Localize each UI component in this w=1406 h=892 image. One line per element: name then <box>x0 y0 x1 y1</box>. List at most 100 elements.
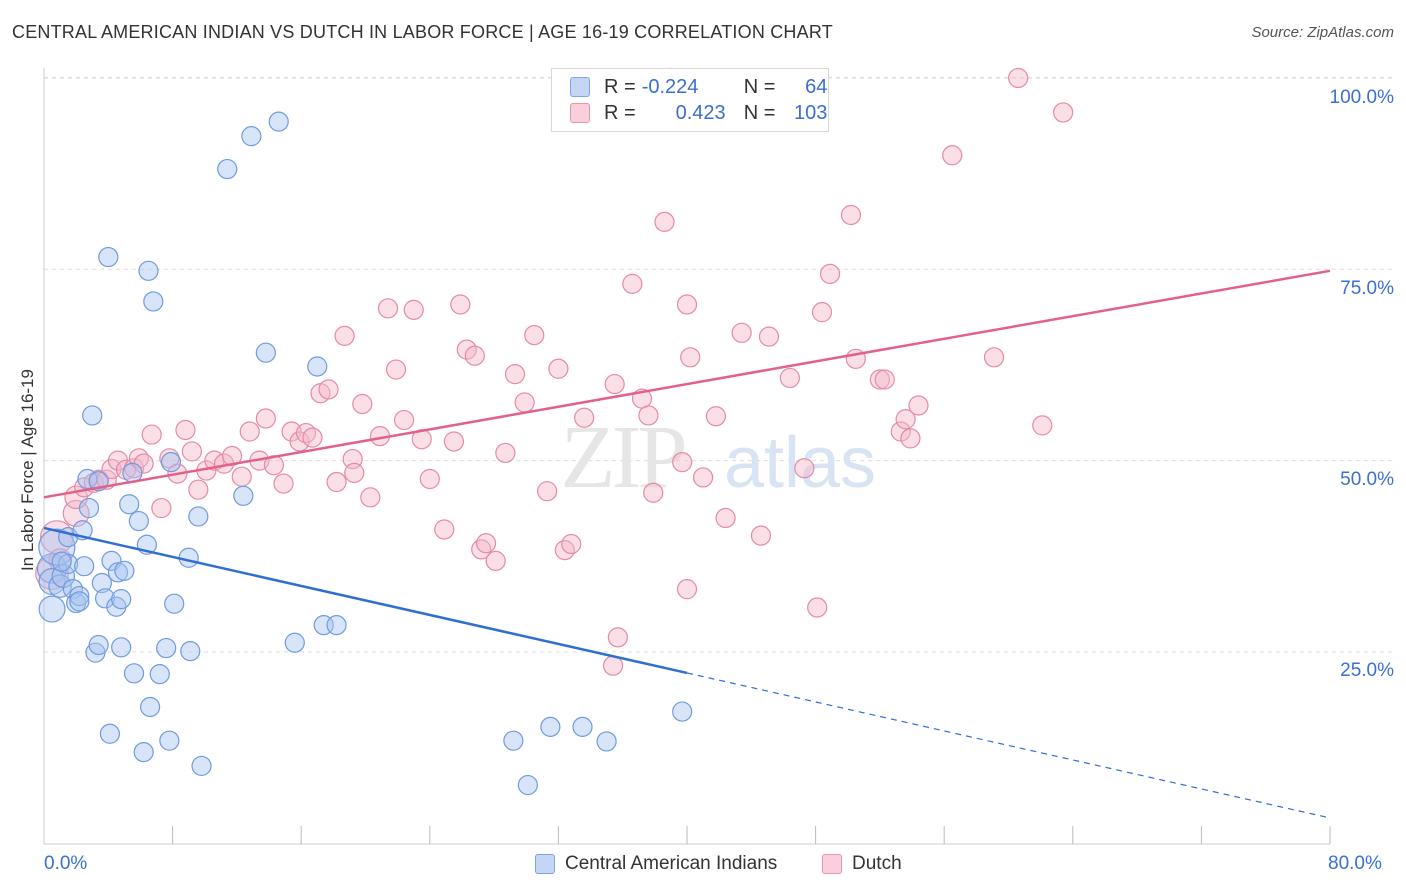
dutch-point <box>869 369 891 390</box>
dutch-point <box>334 325 355 346</box>
dutch-point <box>141 424 162 445</box>
legend-n-label: N = <box>743 75 776 98</box>
dutch-point <box>643 482 664 503</box>
dutch-point <box>607 627 628 648</box>
dutch-point <box>495 442 516 464</box>
dutch-point <box>456 339 477 360</box>
dutch-point <box>672 452 693 473</box>
dutch-point <box>779 367 800 389</box>
central-american-indians-point <box>156 637 177 659</box>
central-american-indians-point <box>98 246 119 268</box>
legend-r-label: R = <box>604 101 636 124</box>
dutch-point <box>758 326 780 347</box>
central-american-indians-point <box>94 588 116 609</box>
dutch-point <box>385 359 407 380</box>
dutch-point <box>175 419 196 441</box>
source-credit: Source: ZipAtlas.com <box>1251 24 1394 41</box>
legend-swatch-pink <box>570 103 590 123</box>
dutch-point <box>443 431 465 452</box>
central-american-indians-point <box>255 342 276 363</box>
legend-r-value: 0.423 <box>675 101 726 124</box>
central-american-indians-point <box>307 356 328 377</box>
central-american-indians-point <box>284 632 305 653</box>
dutch-point <box>360 487 381 508</box>
bottom-legend-swatch-blue <box>535 854 555 874</box>
legend-swatch-blue <box>570 77 590 97</box>
y-axis-label: In Labor Force | Age 16-19 <box>18 369 37 571</box>
legend-row-dutch: R = 0.423 N = 103 <box>570 101 827 125</box>
central-american-indians-point <box>217 158 238 180</box>
central-american-indians-point <box>128 510 149 532</box>
bottom-legend-dutch: Dutch <box>822 852 902 876</box>
legend-r-value: -0.224 <box>641 75 699 98</box>
dutch-point <box>692 467 714 488</box>
dutch-point <box>403 299 424 320</box>
dutch-point <box>1008 67 1029 89</box>
stats-legend: R = -0.224 N = 64 R = 0.423 N = 103 <box>551 68 829 132</box>
dutch-point <box>983 347 1005 368</box>
x-tick-label-min: 0.0% <box>44 853 88 874</box>
central-american-indians-point <box>159 730 180 751</box>
central-american-indians-point <box>180 641 201 662</box>
dutch-point <box>255 408 276 429</box>
dutch-point <box>419 468 440 490</box>
y-tick-label-75: 75.0% <box>1340 278 1394 299</box>
central-american-indians-point <box>139 696 161 718</box>
dutch-point <box>188 479 209 500</box>
dutch-point <box>654 211 675 232</box>
dutch-point <box>750 525 772 546</box>
dutch-point <box>352 393 373 415</box>
central-american-indians-point <box>188 506 209 527</box>
y-tick-label-25: 25.0% <box>1340 660 1394 681</box>
dutch-point <box>548 358 569 379</box>
dutch-point <box>676 579 698 600</box>
central-american-indians-point <box>74 556 95 577</box>
dutch-point <box>326 471 347 493</box>
dutch-point <box>705 406 727 427</box>
central-american-indians-point <box>178 547 199 568</box>
dutch-point <box>504 364 526 385</box>
dutch-point <box>181 441 202 462</box>
dutch-point <box>151 497 172 519</box>
y-tick-label-100: 100.0% <box>1329 87 1394 108</box>
central-american-indians-point <box>99 723 121 744</box>
bottom-legend-label: Dutch <box>852 853 902 874</box>
central-american-indians-point <box>119 494 140 515</box>
central-american-indians-point <box>111 589 132 610</box>
dutch-point <box>302 427 323 448</box>
dutch-point <box>1053 102 1074 123</box>
central-american-indians-point <box>191 755 212 777</box>
dutch-point <box>554 540 575 561</box>
dutch-point <box>239 421 260 442</box>
dutch-point <box>794 458 815 479</box>
dutch-point <box>231 466 252 487</box>
dutch-point <box>574 407 595 428</box>
dutch-point <box>464 345 485 366</box>
central-american-indians-point <box>164 593 185 614</box>
central-american-indians-point <box>69 585 90 607</box>
central-american-indians-point <box>233 485 254 506</box>
dutch-point <box>537 481 558 502</box>
dutch-point <box>680 347 701 368</box>
trend-lines <box>43 269 1331 819</box>
dutch-point <box>273 473 294 494</box>
dutch-point <box>874 369 895 390</box>
central-american-indians-point <box>596 731 617 752</box>
central-american-indians-point <box>114 560 135 581</box>
dutch-point <box>221 445 243 467</box>
dutch-trend-line <box>43 269 1331 499</box>
central-american-indians-point <box>133 742 154 763</box>
central-american-indians-point <box>69 591 90 612</box>
central-american-indians-point <box>572 716 593 737</box>
central-american-indians-point <box>51 551 72 572</box>
bottom-legend-label: Central American Indians <box>565 853 778 874</box>
central-american-indians-point <box>107 562 129 583</box>
dutch-point <box>393 409 415 431</box>
central-american-indians-point <box>540 716 561 737</box>
central-american-indians-trend-line <box>43 526 688 675</box>
watermark-zip: ZIP <box>561 408 685 507</box>
central-american-indians-point <box>268 111 289 132</box>
x-tick-label-max: 80.0% <box>1328 853 1382 874</box>
central-american-indians-point <box>517 774 538 796</box>
dutch-point <box>561 533 582 555</box>
